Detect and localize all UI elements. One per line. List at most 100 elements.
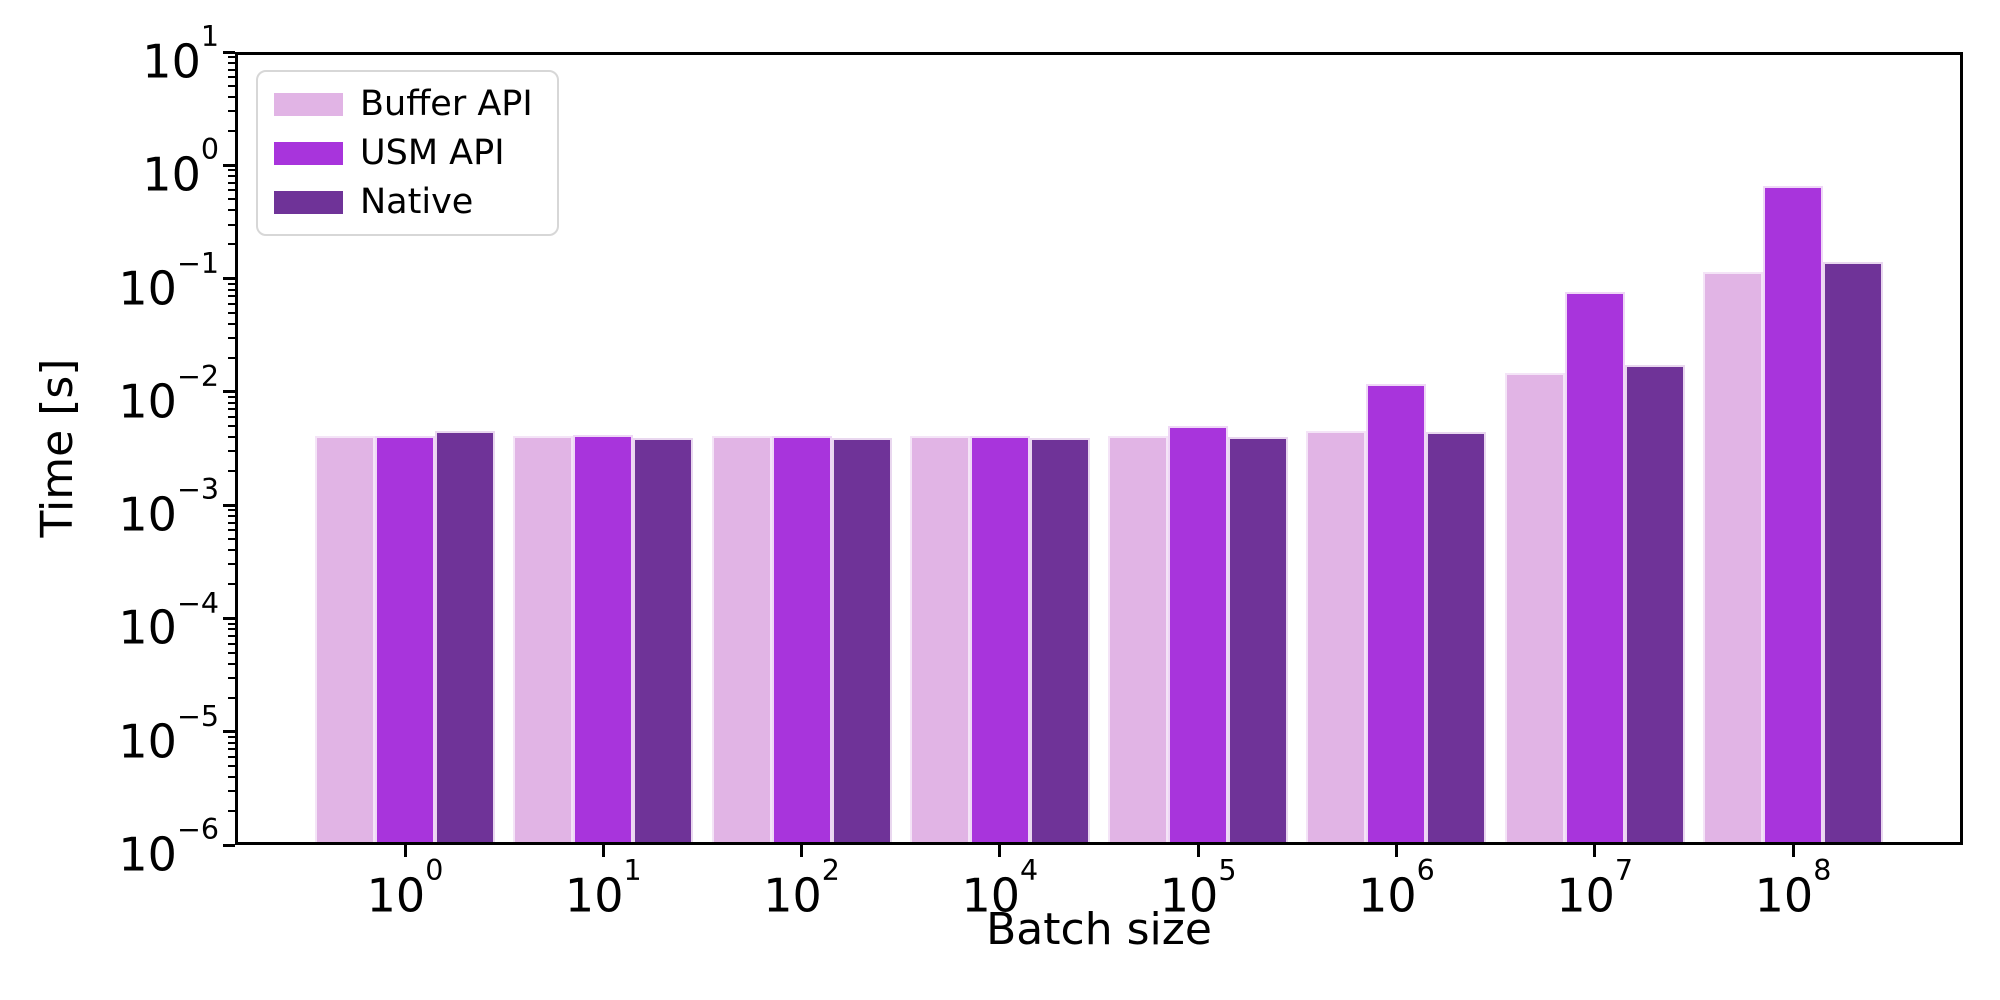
y-minor-tick [228,169,235,172]
x-major-tick [800,845,804,857]
y-minor-tick [228,130,235,133]
y-tick-label: 10−2 [118,360,219,429]
y-minor-tick [228,96,235,99]
y-minor-tick [228,450,235,453]
x-tick-label: 106 [1358,854,1435,923]
y-minor-tick [228,583,235,586]
y-major-tick [223,277,235,281]
y-minor-tick [228,634,235,637]
y-tick-label: 10−1 [118,246,219,315]
y-minor-tick [228,642,235,645]
y-minor-tick [228,396,235,399]
y-minor-tick [228,662,235,665]
y-minor-tick [228,356,235,359]
y-minor-tick [228,676,235,679]
y-minor-tick [228,288,235,291]
plot-area: Buffer API USM API Native [235,52,1963,845]
y-minor-tick [228,515,235,518]
x-tick-label: 107 [1556,854,1634,923]
bar-buffer-api-10e7 [1504,372,1565,845]
y-minor-tick [228,538,235,541]
bar-native-10e6 [1426,432,1487,845]
x-major-tick [601,845,605,857]
bar-usm-api-10e6 [1366,383,1427,845]
y-minor-tick [228,76,235,79]
x-tick-label: 100 [366,854,444,923]
x-tick-label: 105 [1159,854,1237,923]
bar-native-10e8 [1823,261,1883,845]
bar-buffer-api-10e8 [1703,272,1763,845]
x-major-tick [1196,845,1200,857]
x-tick-label: 108 [1754,854,1832,923]
bar-usm-api-10e4 [969,435,1030,845]
bar-native-10e0 [435,431,495,845]
y-minor-tick [228,322,235,325]
y-minor-tick [228,56,235,59]
y-minor-tick [228,311,235,314]
y-major-tick [223,730,235,734]
bar-buffer-api-10e4 [909,435,970,845]
legend-swatch-icon [274,92,343,116]
y-tick-label: 100 [142,133,219,202]
y-minor-tick [228,696,235,699]
bar-usm-api-10e7 [1564,292,1625,845]
y-minor-tick [228,181,235,184]
y-minor-tick [228,651,235,654]
y-minor-tick [228,209,235,212]
legend-label: Native [360,182,474,222]
bars-layer [235,52,1963,845]
bar-usm-api-10e2 [771,435,832,845]
bar-native-10e5 [1228,436,1289,845]
legend-swatch-icon [274,141,343,165]
y-minor-tick [228,789,235,792]
bar-native-10e7 [1624,365,1685,845]
y-minor-tick [228,415,235,418]
y-minor-tick [228,563,235,566]
y-minor-tick [228,110,235,113]
x-major-tick [1791,845,1795,857]
x-tick-label: 101 [564,854,642,923]
x-major-tick [998,845,1002,857]
bar-native-10e4 [1029,438,1090,845]
y-minor-tick [228,198,235,201]
y-minor-tick [228,622,235,625]
legend-item: Buffer API [274,86,533,122]
bar-buffer-api-10e2 [711,435,772,845]
y-minor-tick [228,764,235,767]
y-axis-title: Time [s] [32,358,83,538]
y-tick-label: 101 [142,20,219,89]
y-minor-tick [228,175,235,178]
y-minor-tick [228,401,235,404]
y-minor-tick [228,424,235,427]
x-major-tick [1394,845,1398,857]
bar-usm-api-10e1 [573,434,634,845]
bar-buffer-api-10e6 [1306,431,1367,845]
y-minor-tick [228,509,235,512]
y-major-tick [223,843,235,847]
y-minor-tick [228,521,235,524]
y-minor-tick [228,470,235,473]
bar-usm-api-10e5 [1168,425,1229,845]
y-minor-tick [228,529,235,532]
y-major-tick [223,163,235,167]
legend-swatch-icon [274,190,343,214]
y-minor-tick [228,549,235,552]
y-minor-tick [228,282,235,285]
y-minor-tick [228,223,235,226]
y-minor-tick [228,809,235,812]
x-major-tick [1593,845,1597,857]
legend-label: Buffer API [360,84,533,124]
y-major-tick [223,50,235,54]
y-tick-label: 10−5 [118,699,219,769]
y-minor-tick [228,408,235,411]
y-minor-tick [228,435,235,438]
y-tick-label: 10−6 [118,813,219,882]
legend-label: USM API [360,133,505,173]
y-minor-tick [228,243,235,246]
x-tick-label: 104 [961,854,1039,923]
y-minor-tick [228,735,235,738]
x-axis-title: Batch size [986,904,1212,955]
bar-usm-api-10e8 [1763,185,1823,845]
y-tick-label: 10−4 [118,586,219,655]
